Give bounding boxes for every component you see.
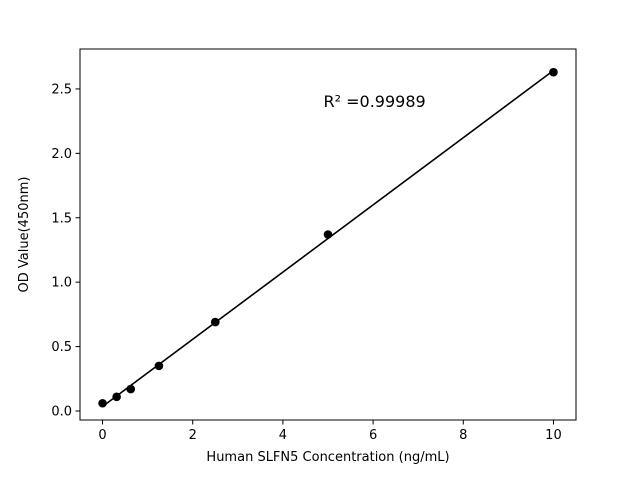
- y-tick-label: 2.0: [51, 147, 72, 162]
- plot-frame: [79, 48, 577, 421]
- x-tick-label: 10: [545, 428, 562, 443]
- x-tick-label: 6: [369, 428, 377, 443]
- r-squared-annotation: R² =0.99989: [323, 92, 425, 111]
- y-tick-label: 0.0: [51, 404, 72, 419]
- data-point-marker: [323, 230, 333, 239]
- data-point-marker: [98, 398, 107, 408]
- data-point-marker: [210, 317, 220, 327]
- data-point-marker: [112, 392, 121, 402]
- data-point-marker: [549, 67, 558, 77]
- x-tick-label: 0: [98, 428, 106, 443]
- x-tick-label: 8: [459, 428, 467, 443]
- x-tick-label: 2: [189, 428, 197, 443]
- x-tick-label: 4: [279, 428, 287, 443]
- plot-area: 0 2 4 6 8 10 0.0 0.5 1.0 1.5 2.0 2.5: [51, 48, 577, 443]
- y-tick-label: 2.5: [51, 82, 72, 97]
- data-point-marker: [154, 361, 164, 371]
- y-tick-label: 0.5: [51, 340, 72, 355]
- x-axis-label: Human SLFN5 Concentration (ng/mL): [206, 450, 449, 465]
- y-tick-label: 1.5: [51, 211, 72, 226]
- data-point-marker: [126, 384, 136, 394]
- y-tick-label: 1.0: [51, 276, 72, 291]
- y-axis-label: OD Value(450nm): [17, 177, 32, 293]
